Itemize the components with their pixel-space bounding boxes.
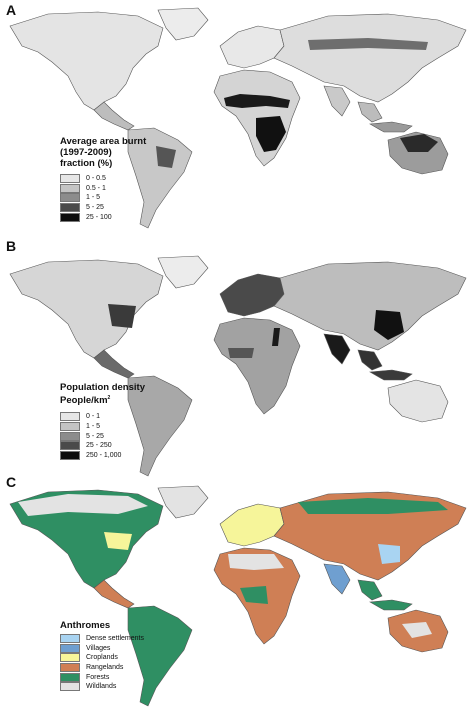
china-dense [378, 544, 400, 564]
sahara-wildlands [228, 554, 284, 570]
south-america [127, 375, 193, 477]
east-china-dense [374, 310, 404, 340]
west-africa-dense [228, 348, 254, 358]
legend-b: Population density People/km2 0 - 1 1 - … [60, 382, 145, 460]
swatch [60, 431, 80, 441]
north-america [9, 489, 164, 589]
legend-b-title: Population density People/km2 [60, 382, 145, 407]
legend-a-item: 25 - 100 [60, 212, 146, 222]
north-australia-burn [400, 134, 438, 152]
tundra-wildlands [18, 494, 148, 516]
burnt-area-map [9, 7, 467, 229]
south-america [127, 127, 193, 229]
legend-b-item: 250 - 1,000 [60, 450, 145, 461]
swatch [60, 193, 80, 203]
swatch [60, 422, 80, 432]
asia [273, 261, 467, 351]
north-america [9, 259, 164, 359]
swatch [60, 183, 80, 193]
legend-a: Average area burnt (1997-2009) fraction … [60, 136, 146, 222]
legend-b-item: 25 - 250 [60, 441, 145, 451]
australia-wildlands [402, 622, 432, 638]
swatch [60, 441, 80, 451]
swatch [60, 212, 80, 222]
legend-b-item: 5 - 25 [60, 431, 145, 441]
sahel-burn-band [224, 94, 290, 108]
legend-b-item: 0 - 1 [60, 412, 145, 422]
swatch [60, 643, 80, 653]
swatch [60, 174, 80, 184]
asia-burn-band [308, 38, 428, 50]
greenland [157, 7, 209, 41]
europe [219, 25, 285, 69]
swatch [60, 203, 80, 213]
swatch [60, 672, 80, 682]
legend-c: Anthromes Dense settlements Villages Cro… [60, 620, 144, 692]
africa [213, 317, 301, 415]
legend-c-item: Villages [60, 643, 144, 654]
brazil-burn [156, 146, 176, 168]
legend-c-item: Croplands [60, 653, 144, 663]
europe [219, 503, 285, 547]
us-east-dense [108, 304, 136, 328]
legend-c-title: Anthromes [60, 620, 111, 631]
us-croplands [104, 532, 132, 550]
greenland [157, 485, 209, 519]
asia [273, 13, 467, 103]
panel-c-letter: C [6, 474, 17, 490]
swatch [60, 412, 80, 422]
se-asia [357, 579, 383, 601]
indonesia [369, 369, 413, 381]
legend-a-item: 5 - 25 [60, 203, 146, 213]
indonesia [369, 599, 413, 611]
greenland [157, 255, 209, 289]
anthromes-map [9, 485, 467, 707]
north-america [9, 11, 164, 111]
siberia-forest [298, 498, 448, 514]
swatch [60, 634, 80, 644]
panel-a-letter: A [6, 2, 17, 18]
legend-b-item: 1 - 5 [60, 422, 145, 432]
india [323, 85, 351, 117]
europe [219, 273, 285, 317]
legend-a-item: 1 - 5 [60, 193, 146, 203]
central-america [93, 579, 135, 609]
legend-a-item: 0 - 0.5 [60, 174, 146, 184]
swatch [60, 663, 80, 673]
panel-b: B Population density People/km2 0 - [0, 238, 474, 477]
south-america [127, 605, 193, 707]
nile-dense [272, 328, 280, 346]
panel-b-letter: B [6, 238, 17, 254]
swatch [60, 653, 80, 663]
panel-c: C Anthromes Dense se [0, 474, 474, 708]
legend-a-item: 0.5 - 1 [60, 183, 146, 194]
india [323, 333, 351, 365]
se-asia [357, 101, 383, 123]
legend-c-item: Forests [60, 672, 144, 682]
india [323, 563, 351, 595]
legend-c-item: Wildlands [60, 682, 144, 692]
panel-a: A [0, 0, 474, 236]
indonesia [369, 121, 413, 133]
swatch [60, 450, 80, 460]
population-density-map [9, 255, 467, 477]
australia [387, 379, 449, 423]
legend-c-item: Dense settlements [60, 634, 144, 644]
southern-africa-burn [256, 116, 286, 152]
se-asia [357, 349, 383, 371]
central-america [93, 101, 135, 131]
legend-a-title: Average area burnt (1997-2009) fraction … [60, 136, 147, 169]
central-america [93, 349, 135, 379]
legend-c-item: Rangelands [60, 663, 144, 673]
africa-forest [240, 586, 268, 604]
swatch [60, 682, 80, 692]
